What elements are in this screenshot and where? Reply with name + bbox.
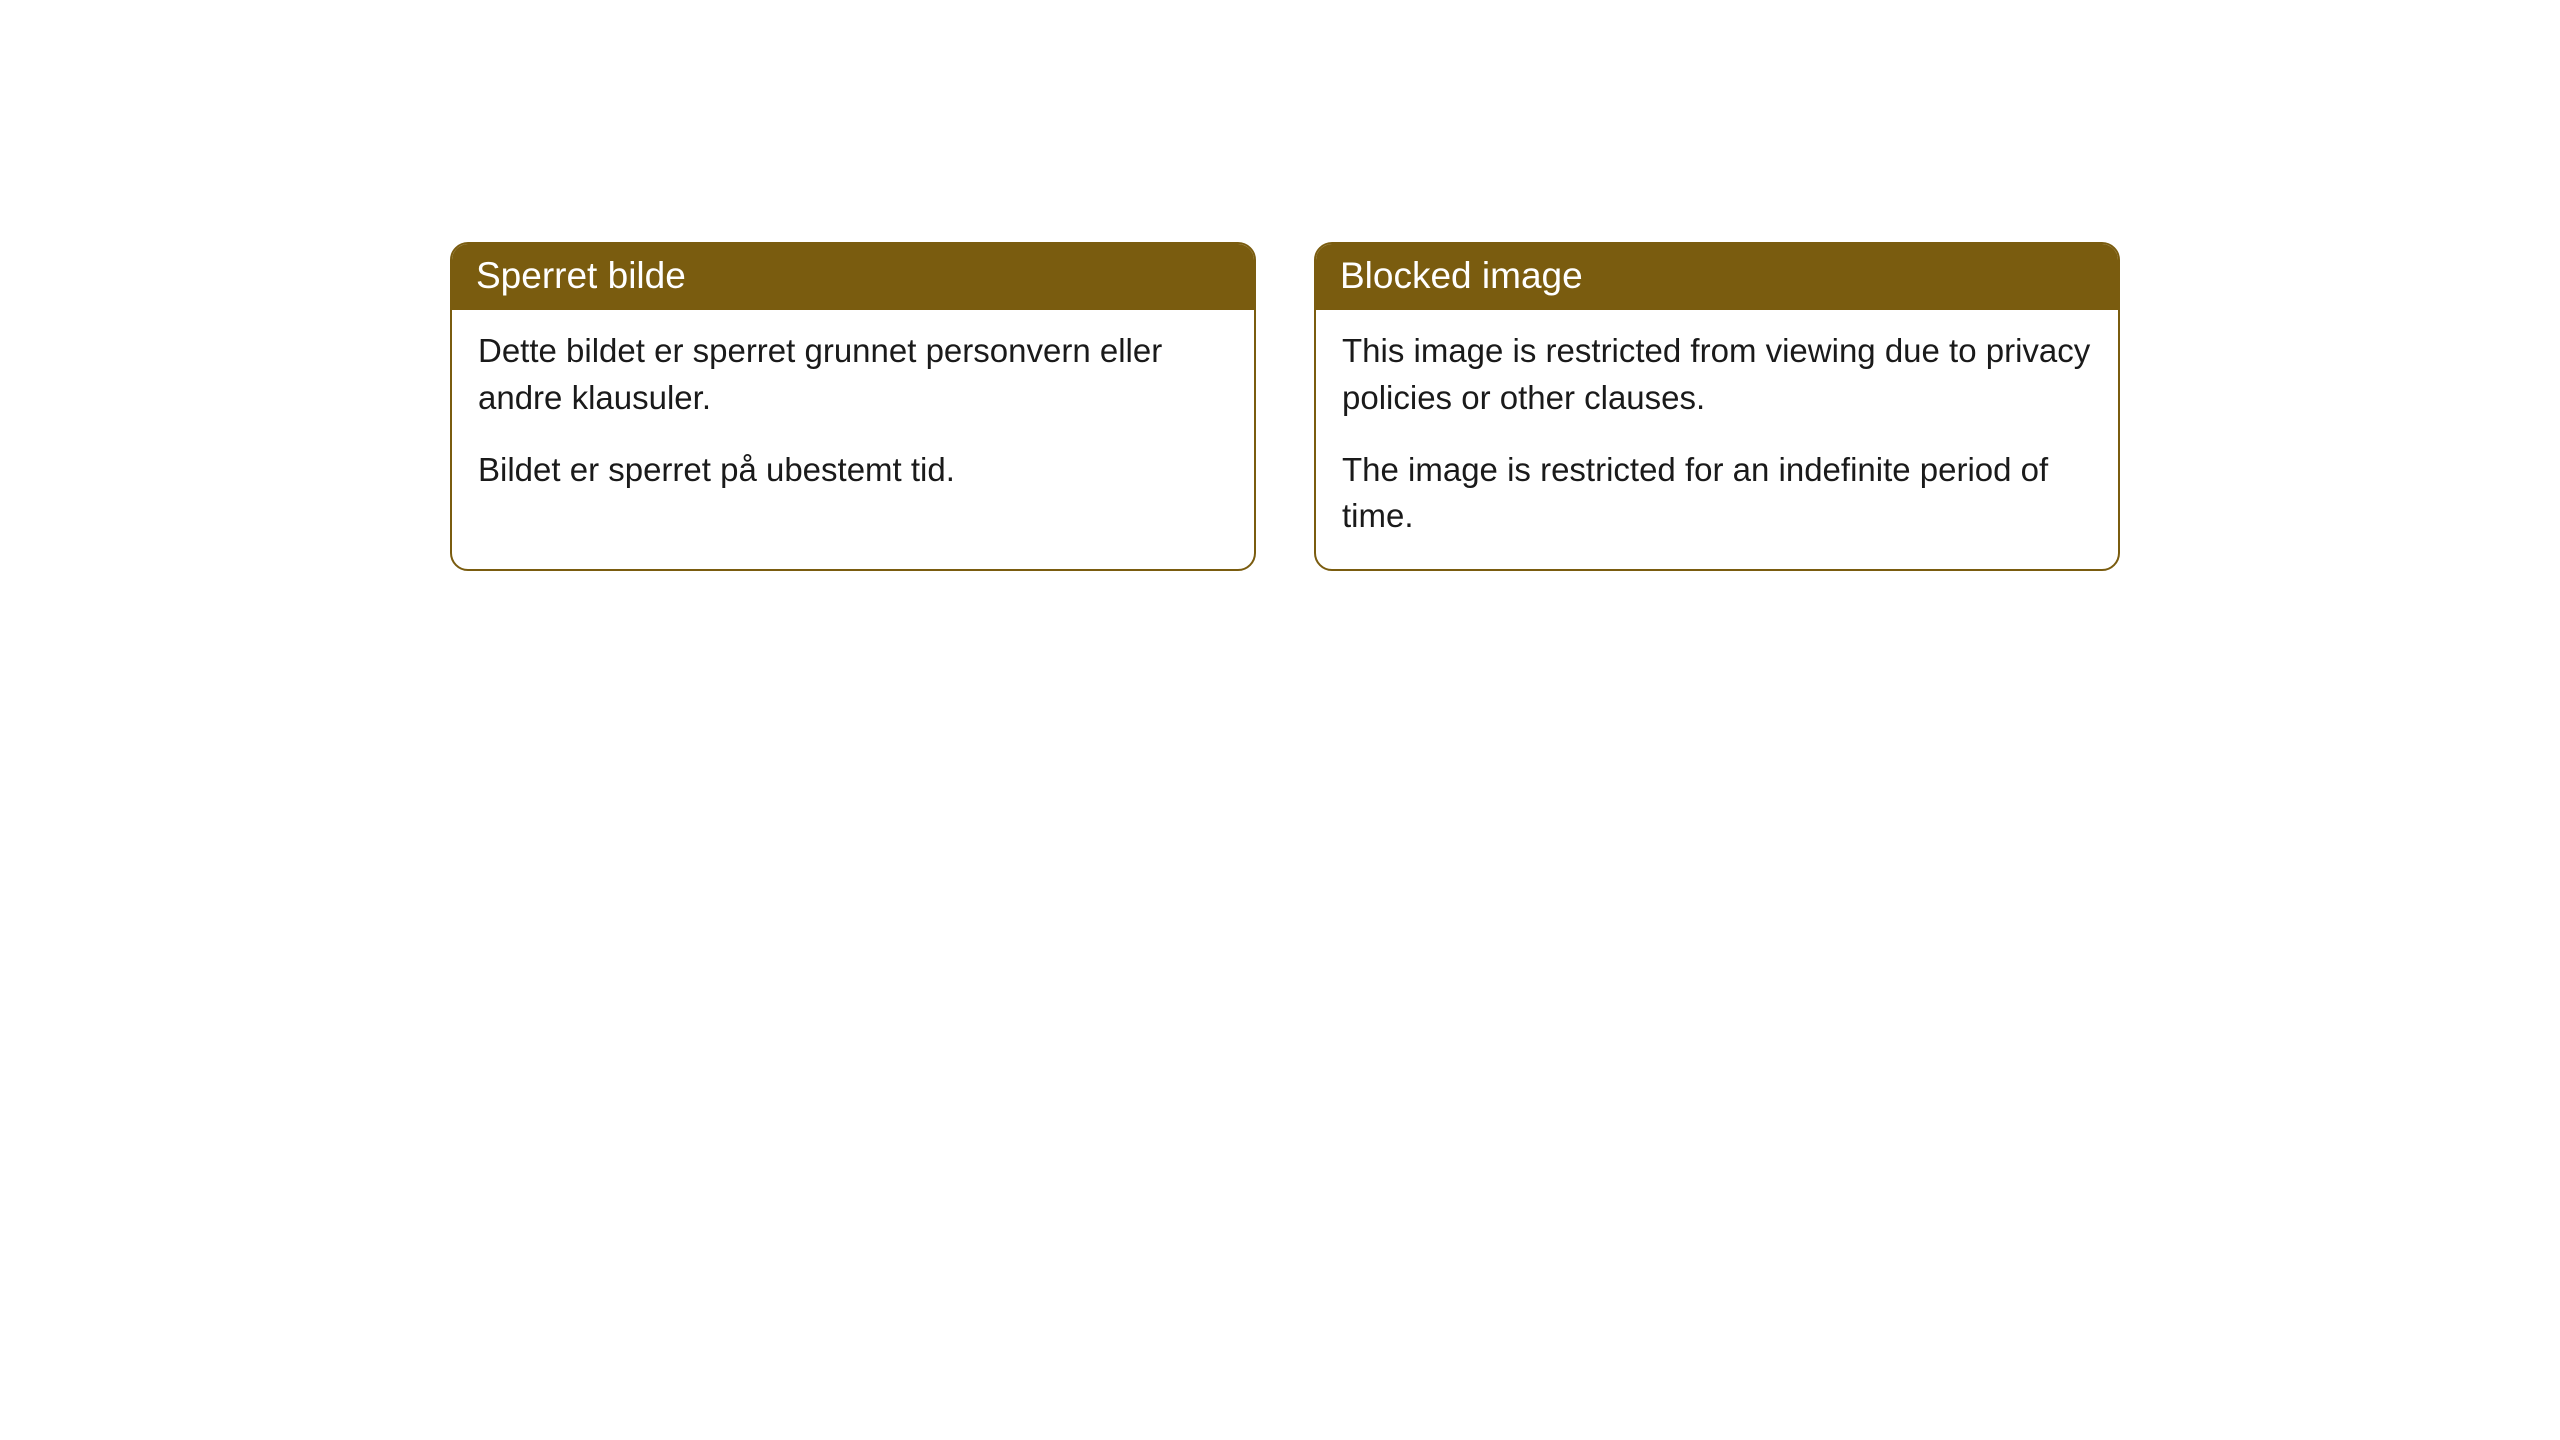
notice-card-english: Blocked image This image is restricted f… bbox=[1314, 242, 2120, 571]
notice-paragraph: Dette bildet er sperret grunnet personve… bbox=[478, 328, 1228, 420]
notice-paragraph: This image is restricted from viewing du… bbox=[1342, 328, 2092, 420]
notice-card-norwegian: Sperret bilde Dette bildet er sperret gr… bbox=[450, 242, 1256, 571]
notice-body: This image is restricted from viewing du… bbox=[1316, 310, 2118, 569]
notice-paragraph: The image is restricted for an indefinit… bbox=[1342, 447, 2092, 539]
notice-body: Dette bildet er sperret grunnet personve… bbox=[452, 310, 1254, 523]
notice-header: Blocked image bbox=[1316, 244, 2118, 310]
notice-container: Sperret bilde Dette bildet er sperret gr… bbox=[450, 242, 2560, 571]
notice-header: Sperret bilde bbox=[452, 244, 1254, 310]
notice-paragraph: Bildet er sperret på ubestemt tid. bbox=[478, 447, 1228, 493]
